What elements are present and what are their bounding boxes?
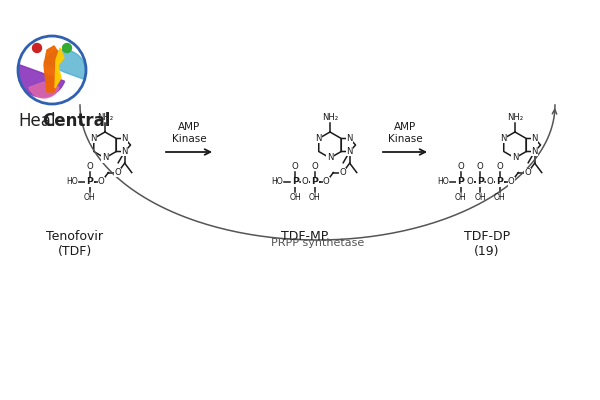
Text: OH: OH — [474, 193, 486, 202]
Text: NH₂: NH₂ — [507, 113, 523, 122]
Text: N: N — [532, 134, 538, 143]
Text: O: O — [487, 178, 493, 186]
Text: OH: OH — [455, 193, 466, 202]
Text: N: N — [122, 134, 128, 143]
Text: HO: HO — [272, 178, 283, 186]
Text: N: N — [347, 147, 353, 156]
Polygon shape — [44, 46, 60, 92]
Text: P: P — [311, 178, 318, 186]
Text: HO: HO — [66, 178, 78, 186]
Text: NH₂: NH₂ — [97, 113, 113, 122]
Wedge shape — [29, 82, 59, 98]
Text: N: N — [512, 154, 518, 162]
Text: O: O — [292, 162, 298, 171]
Text: P: P — [457, 178, 464, 186]
Text: PRPP synthetase: PRPP synthetase — [271, 238, 364, 248]
Text: P: P — [292, 178, 299, 186]
Text: NH₂: NH₂ — [322, 113, 338, 122]
Text: Central: Central — [42, 112, 110, 130]
Text: O: O — [524, 168, 531, 177]
Text: OH: OH — [289, 193, 301, 202]
Text: OH: OH — [84, 193, 95, 202]
Text: N: N — [91, 134, 97, 143]
Text: O: O — [115, 168, 121, 177]
Circle shape — [32, 44, 41, 52]
Text: O: O — [477, 162, 484, 171]
Text: O: O — [301, 178, 308, 186]
Text: P: P — [496, 178, 503, 186]
Text: O: O — [467, 178, 474, 186]
Text: O: O — [496, 162, 503, 171]
Text: O: O — [98, 178, 104, 186]
Text: N: N — [532, 147, 538, 156]
Text: N: N — [500, 134, 507, 143]
Text: P: P — [476, 178, 484, 186]
Text: AMP
Kinase: AMP Kinase — [172, 122, 206, 144]
Text: O: O — [311, 162, 318, 171]
Text: Tenofovir
(TDF): Tenofovir (TDF) — [47, 230, 104, 258]
Text: OH: OH — [309, 193, 320, 202]
Polygon shape — [55, 48, 64, 88]
Wedge shape — [18, 65, 65, 97]
Circle shape — [62, 44, 71, 52]
Text: N: N — [327, 154, 333, 162]
Wedge shape — [44, 50, 86, 80]
Text: O: O — [340, 168, 346, 177]
Text: O: O — [508, 178, 515, 186]
Text: N: N — [347, 134, 353, 143]
Text: TDF-MP: TDF-MP — [281, 230, 329, 243]
Text: O: O — [86, 162, 93, 171]
Text: N: N — [122, 147, 128, 156]
Text: OH: OH — [494, 193, 505, 202]
Text: O: O — [323, 178, 329, 186]
Text: N: N — [102, 154, 108, 162]
Text: AMP
Kinase: AMP Kinase — [388, 122, 422, 144]
Text: O: O — [457, 162, 464, 171]
Text: HO: HO — [437, 178, 449, 186]
Text: N: N — [316, 134, 322, 143]
Text: Heal: Heal — [18, 112, 56, 130]
Text: TDF-DP
(19): TDF-DP (19) — [464, 230, 510, 258]
Text: P: P — [86, 178, 93, 186]
